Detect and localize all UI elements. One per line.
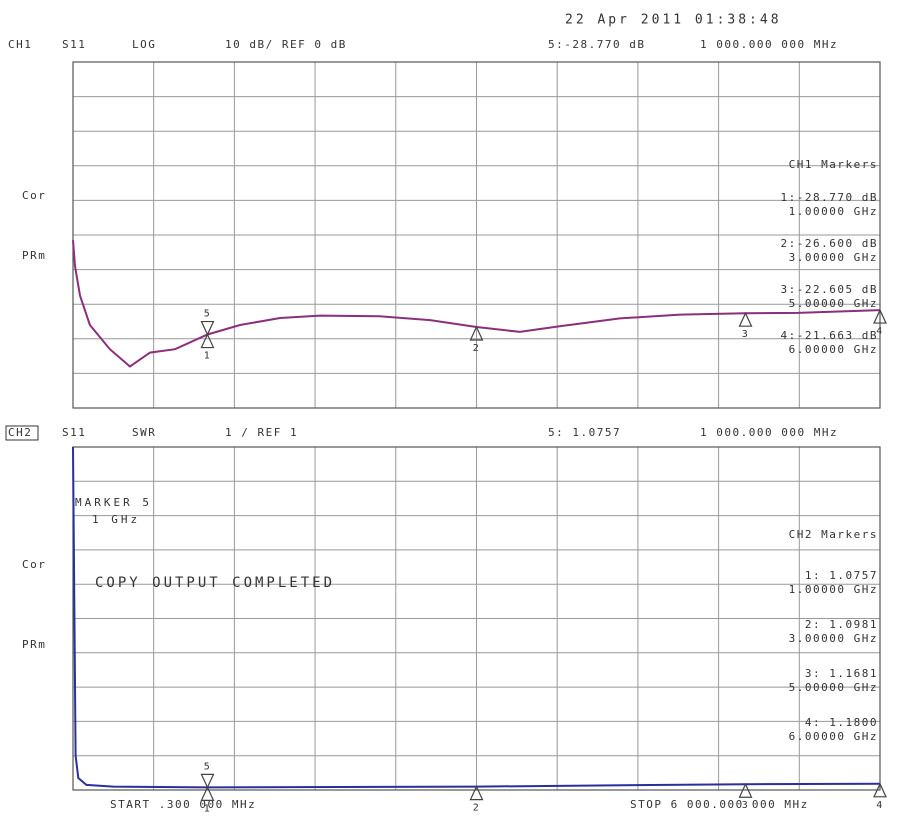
marker-freq: 1.00000 GHz: [789, 583, 878, 596]
start-freq: START .300 000 MHz: [110, 798, 256, 811]
channel-format: SWR: [132, 426, 156, 439]
marker-label: 4: [876, 800, 884, 811]
marker-label: 5: [204, 761, 212, 772]
side-label: Cor: [22, 189, 46, 202]
marker-label: 1: [204, 351, 212, 362]
channel-readout: 5: 1.0757: [548, 426, 621, 439]
marker-triangle: [738, 311, 753, 327]
marker-label: 2: [473, 343, 481, 354]
marker-freq: 1.00000 GHz: [789, 205, 878, 218]
marker-freq: 6.00000 GHz: [789, 730, 878, 743]
marker-label: 5: [204, 309, 212, 320]
marker-value: 4:-21.663 dB: [781, 329, 878, 342]
marker-triangle: [200, 773, 215, 789]
marker-value: 2:-26.600 dB: [781, 237, 878, 250]
marker-label: 3: [742, 800, 750, 811]
channel-readout: 5:-28.770 dB: [548, 38, 645, 51]
plot-frame: [72, 446, 881, 791]
marker-freq: 5.00000 GHz: [789, 681, 878, 694]
marker-freq: 3.00000 GHz: [789, 251, 878, 264]
channel-scale: 1 / REF 1: [225, 426, 298, 439]
marker-freq: 6.00000 GHz: [789, 343, 878, 356]
side-label: PRm: [22, 638, 46, 651]
marker-label: 2: [473, 803, 481, 814]
marker-label: 3: [742, 329, 750, 340]
marker-label: 1: [204, 803, 212, 814]
channel-readout-freq: 1 000.000 000 MHz: [700, 38, 838, 51]
annotation: MARKER 5: [75, 496, 152, 509]
plot-frame: [72, 61, 881, 409]
marker-value: 3: 1.1681: [805, 667, 878, 680]
annotation: COPY OUTPUT COMPLETED: [95, 575, 335, 591]
marker-triangle: [469, 785, 484, 801]
marker-value: 1:-28.770 dB: [781, 191, 878, 204]
marker-triangle: [873, 308, 887, 324]
marker-title: CH1 Markers: [789, 158, 878, 171]
marker-value: 3:-22.605 dB: [781, 283, 878, 296]
channel-scale: 10 dB/ REF 0 dB: [225, 38, 347, 51]
channel-box: [5, 425, 39, 441]
marker-value: 2: 1.0981: [805, 618, 878, 631]
side-label: PRm: [22, 249, 46, 262]
marker-freq: 5.00000 GHz: [789, 297, 878, 310]
datetime: 22 Apr 2011 01:38:48: [565, 13, 782, 28]
trace: [72, 446, 881, 789]
marker-triangle: [738, 782, 753, 798]
marker-triangle: [469, 325, 484, 341]
annotation: 1 GHz: [92, 513, 140, 526]
channel-param: S11: [62, 38, 86, 51]
marker-value: 1: 1.0757: [805, 569, 878, 582]
marker-triangle: [200, 320, 215, 336]
channel-channel: CH1: [8, 38, 32, 51]
channel-format: LOG: [132, 38, 156, 51]
side-label: Cor: [22, 558, 46, 571]
stop-freq: STOP 6 000.000 000 MHz: [630, 798, 809, 811]
channel-channel: CH2: [8, 426, 32, 439]
marker-value: 4: 1.1800: [805, 716, 878, 729]
marker-triangle: [873, 782, 887, 798]
marker-label: 4: [876, 326, 884, 337]
marker-triangle: [200, 785, 215, 802]
channel-param: S11: [62, 426, 86, 439]
channel-readout-freq: 1 000.000 000 MHz: [700, 426, 838, 439]
marker-title: CH2 Markers: [789, 528, 878, 541]
marker-freq: 3.00000 GHz: [789, 632, 878, 645]
trace: [72, 240, 881, 368]
marker-triangle: [200, 333, 215, 349]
